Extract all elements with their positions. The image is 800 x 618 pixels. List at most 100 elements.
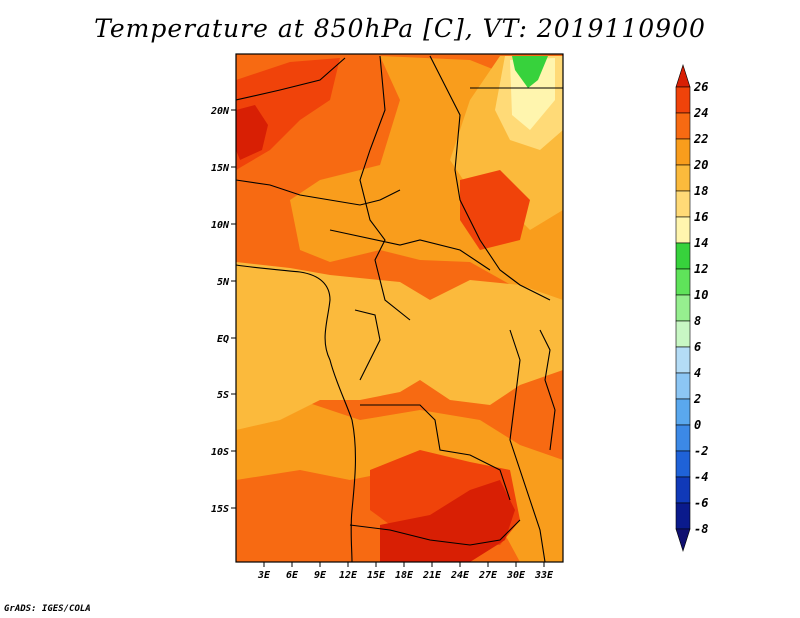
- lon-tick: 6E: [286, 562, 299, 581]
- lon-tick: 33E: [534, 562, 554, 581]
- colorbar-segment: [675, 268, 691, 296]
- lat-tick: 10S: [211, 447, 236, 458]
- lon-tick-label: 18E: [395, 570, 414, 581]
- colorbar: 26 24 22 20 18 16 14 12 10 8 6 4 2 0 -2 …: [675, 64, 708, 552]
- colorbar-segment: [675, 86, 691, 114]
- temperature-field: [236, 54, 563, 562]
- lon-tick: 9E: [314, 562, 327, 581]
- border-line: [354, 309, 381, 381]
- field-region-18: [236, 262, 563, 430]
- lat-tick: 10N: [211, 220, 236, 231]
- colorbar-label: -2: [694, 444, 708, 458]
- lon-tick-label: 12E: [339, 570, 358, 581]
- lon-tick: 27E: [478, 562, 498, 581]
- colorbar-label: 20: [693, 158, 708, 172]
- lat-tick: 5N: [217, 277, 236, 288]
- colorbar-segment: [675, 216, 691, 244]
- lon-tick-label: 6E: [286, 570, 299, 581]
- border-line: [429, 55, 551, 301]
- lat-tick-label: 15N: [211, 163, 230, 174]
- border-line: [349, 519, 521, 546]
- lat-tick-label: EQ: [217, 334, 229, 345]
- colorbar-label: 6: [694, 340, 701, 354]
- map-title: Temperature at 850hPa [C], VT: 201911090…: [94, 14, 706, 43]
- lat-tick-label: 5N: [217, 277, 230, 288]
- lon-tick-label: 30E: [506, 570, 526, 581]
- lon-tick-label: 27E: [478, 570, 498, 581]
- lon-tick: 15E: [367, 562, 386, 581]
- colorbar-label: 4: [694, 366, 701, 380]
- colorbar-segment: [675, 346, 691, 374]
- lat-tick: 20N: [210, 106, 236, 117]
- border-line: [236, 57, 346, 101]
- colorbar-label: -4: [694, 470, 708, 484]
- colorbar-segment: [675, 476, 691, 504]
- field-region-12: [512, 56, 548, 88]
- colorbar-label: -6: [694, 496, 708, 510]
- colorbar-segment: [675, 190, 691, 218]
- colorbar-label: 24: [693, 106, 708, 120]
- colorbar-segment: [675, 502, 691, 530]
- colorbar-label: 16: [694, 210, 708, 224]
- borders: [236, 55, 563, 562]
- lon-axis: 3E 6E 9E 12E 15E 18E 21E 24E 27E 30E 33E: [257, 562, 554, 581]
- lon-tick-label: 24E: [450, 570, 470, 581]
- lon-tick: 3E: [257, 562, 271, 581]
- colorbar-label: 18: [694, 184, 708, 198]
- lon-tick-label: 15E: [367, 570, 386, 581]
- colorbar-segment: [675, 294, 691, 322]
- colorbar-label: 22: [693, 132, 708, 146]
- lon-tick: 12E: [339, 562, 358, 581]
- lat-tick: 5S: [217, 390, 236, 401]
- colorbar-label: 14: [694, 236, 708, 250]
- border-line: [329, 229, 491, 271]
- lat-tick: 15S: [211, 504, 236, 515]
- field-region-26-north: [236, 105, 268, 160]
- colorbar-segment: [675, 372, 691, 400]
- colorbar-segment: [675, 398, 691, 426]
- border-line: [359, 55, 411, 321]
- border-line: [236, 264, 357, 562]
- field-region-26-south: [380, 480, 515, 562]
- border-line: [236, 179, 401, 206]
- colorbar-segment: [675, 424, 691, 452]
- colorbar-segment: [675, 112, 691, 140]
- colorbar-segment: [675, 64, 691, 88]
- colorbar-segments: [675, 64, 691, 552]
- colorbar-label: 8: [694, 314, 701, 328]
- lat-tick-label: 10N: [211, 220, 230, 231]
- plot-frame: [235, 53, 564, 563]
- lat-tick: EQ: [217, 334, 236, 345]
- field-region-24-east: [460, 170, 530, 250]
- colorbar-label: -8: [694, 522, 708, 536]
- colorbar-segment: [675, 164, 691, 192]
- lon-tick: 30E: [506, 562, 526, 581]
- border-line: [539, 329, 556, 451]
- lat-tick-label: 10S: [211, 447, 229, 458]
- lon-tick-label: 21E: [422, 570, 442, 581]
- lat-tick-label: 5S: [217, 390, 229, 401]
- colorbar-label: 12: [694, 262, 708, 276]
- lat-tick-label: 15S: [211, 504, 229, 515]
- colorbar-segment: [675, 320, 691, 348]
- lat-tick-label: 20N: [210, 106, 230, 117]
- lon-tick-label: 3E: [257, 570, 271, 581]
- lon-tick-label: 33E: [534, 570, 554, 581]
- border-line: [360, 404, 511, 501]
- lat-axis: 20N 15N 10N 5N EQ 5S 10S 15S: [210, 106, 236, 515]
- credit-text: GrADS: IGES/COLA: [4, 604, 91, 614]
- colorbar-label: 26: [693, 80, 708, 94]
- colorbar-label: 10: [694, 288, 708, 302]
- border-line: [509, 329, 546, 562]
- lon-tick: 24E: [450, 562, 470, 581]
- lat-tick: 15N: [211, 163, 236, 174]
- colorbar-segment: [675, 528, 691, 552]
- lon-tick-label: 9E: [314, 570, 327, 581]
- colorbar-segment: [675, 450, 691, 478]
- colorbar-label: 2: [693, 392, 701, 406]
- lon-tick: 18E: [395, 562, 414, 581]
- colorbar-segment: [675, 138, 691, 166]
- colorbar-labels: 26 24 22 20 18 16 14 12 10 8 6 4 2 0 -2 …: [693, 80, 708, 536]
- lon-tick: 21E: [422, 562, 442, 581]
